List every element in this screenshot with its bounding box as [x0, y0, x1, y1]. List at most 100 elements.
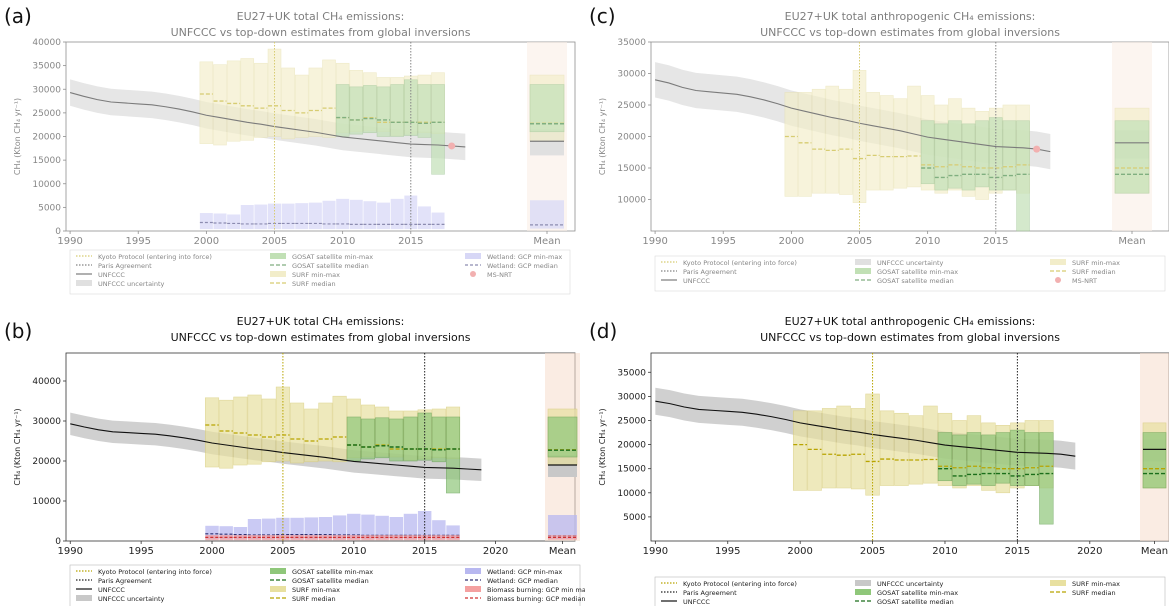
gosat-min-max-bar [445, 416, 461, 494]
wetland-min-max-bar [403, 513, 418, 540]
legend-label: GOSAT satellite min-max [877, 268, 958, 276]
panel-letter: (a) [4, 4, 32, 28]
y-axis-label: CH₄ (Kton CH₄ yr⁻¹) [13, 98, 22, 175]
surf-min-max-bar [850, 408, 866, 490]
legend-label: UNFCCC uncertainty [98, 595, 165, 603]
chart-a: 0 5000 10000 15000 20000 25000 30000 35000 40000… [13, 10, 576, 295]
surf-min-max-bar [879, 95, 894, 191]
panel-d: (d) 5000 10000 15000 20000 25000 30000 35000 19… [585, 303, 1169, 610]
legend-label: Wetland: GCP median [487, 262, 558, 270]
surf-min-max-bar [376, 77, 391, 133]
legend-swatch [855, 580, 871, 586]
surf-min-max-bar [290, 402, 305, 464]
chart-title-line1: EU27+UK total anthropogenic CH₄ emission… [785, 315, 1036, 328]
wetland-min-max-bar [261, 518, 276, 540]
legend-swatch [855, 268, 871, 274]
gosat-min-max-bar [431, 84, 445, 175]
legend-label: GOSAT satellite median [877, 598, 954, 606]
mean-gosat-bar [1114, 120, 1150, 194]
surf-min-max-bar [261, 398, 276, 463]
legend-label: SURF median [1072, 268, 1116, 276]
gosat-min-max-bar [975, 120, 989, 188]
gosat-min-max-bar [937, 432, 953, 482]
mean-unfccc-uncertainty [530, 129, 564, 156]
chart-b: 0 10000 20000 30000 40000 1990 1995 2000 2005 201… [13, 315, 590, 610]
gosat-min-max-bar [390, 84, 404, 137]
gosat-min-max-bar [363, 85, 377, 134]
x-tick-label: 2000 [199, 546, 224, 557]
panel-b: (b) 0 10000 20000 30000 40000 1990 1995 2000 200… [0, 303, 590, 610]
wetland-min-max-bar [332, 515, 347, 540]
chart-title-line2: UNFCCC vs top-down estimates from global… [760, 26, 1060, 39]
wetland-min-max-bar [349, 199, 363, 230]
surf-min-max-bar [233, 396, 248, 466]
legend-swatch [465, 586, 481, 592]
legend-box [69, 249, 571, 295]
surf-min-max-bar [219, 399, 234, 469]
gosat-min-max-bar [920, 120, 935, 185]
x-tick-label: 2000 [194, 236, 219, 247]
y-tick-label: 30000 [32, 417, 61, 427]
legend-label: UNFCCC uncertainty [98, 280, 165, 288]
wetland-min-max-bar [322, 200, 336, 230]
chart-body: 5000 10000 15000 20000 25000 30000 35000 1990 19… [598, 315, 1169, 610]
legend-label: UNFCCC [98, 271, 125, 279]
gosat-min-max-bar [934, 123, 949, 191]
chart-title-line2: UNFCCC vs top-down estimates from global… [171, 331, 471, 344]
x-tick-label: 2015 [412, 546, 437, 557]
panel-c: (c) 10000 15000 20000 25000 30000 35000 1990 19… [585, 0, 1169, 303]
wetland-min-max-bar [254, 204, 268, 230]
legend-label: MS-NRT [1072, 277, 1097, 285]
mean-surf-bar [529, 74, 565, 142]
x-tick-label: 2010 [330, 236, 355, 247]
wetland-min-max-bar [347, 513, 361, 540]
legend-label: GOSAT satellite min-max [877, 589, 958, 597]
wetland-min-max-bar [361, 514, 375, 540]
x-tick-label: Mean [549, 546, 576, 557]
x-tick-label: 2000 [787, 546, 812, 557]
panel-a: (a) 0 5000 10000 15000 20000 25000 30000 35000 4… [0, 0, 585, 303]
x-tick-label: Mean [533, 236, 560, 247]
legend-label: UNFCCC uncertainty [877, 580, 944, 588]
x-tick-label: 2020 [1077, 546, 1102, 557]
gosat-min-max-bar [389, 418, 404, 462]
gosat-min-max-bar [981, 434, 996, 486]
y-tick-label: 15000 [32, 156, 61, 166]
y-tick-label: 20000 [617, 441, 646, 451]
legend-label: Biomass burning: GCP median [487, 595, 585, 603]
surf-min-max-bar [204, 397, 220, 468]
legend-label: Kyoto Protocol (entering into force) [683, 580, 797, 588]
surf-min-max-bar [318, 402, 333, 462]
wetland-min-max-bar [304, 517, 318, 540]
surf-min-max-bar [908, 415, 924, 485]
x-tick-label: 2005 [262, 236, 287, 247]
y-tick-label: 35000 [32, 62, 61, 72]
wetland-min-max-bar [377, 202, 391, 230]
gosat-min-max-bar [375, 417, 390, 459]
x-tick-label: 1995 [126, 236, 151, 247]
chart-title-line2: UNFCCC vs top-down estimates from global… [760, 331, 1060, 344]
legend-label: SURF min-max [292, 586, 340, 594]
legend-label: SURF median [292, 280, 336, 288]
y-tick-label: 5000 [38, 203, 61, 213]
y-tick-label: 25000 [617, 101, 646, 111]
surf-min-max-bar [839, 88, 853, 195]
legend-label: UNFCCC [98, 586, 125, 594]
chart-d: 5000 10000 15000 20000 25000 30000 35000 1990 19… [598, 315, 1169, 610]
legend-label: Kyoto Protocol (entering into force) [683, 259, 797, 267]
legend-swatch [1055, 277, 1061, 283]
unfccc-line [69, 92, 466, 148]
gosat-min-max-bar [1016, 120, 1030, 232]
legend-label: GOSAT satellite median [877, 277, 954, 285]
legend-swatch [1050, 259, 1066, 265]
chart-title-line1: EU27+UK total anthropogenic CH₄ emission… [785, 10, 1036, 23]
legend-label: Wetland: GCP min-max [487, 568, 562, 576]
gosat-min-max-bar [995, 432, 1011, 484]
y-tick-label: 40000 [32, 377, 61, 387]
x-tick-label: 1995 [711, 236, 736, 247]
surf-min-max-bar [792, 410, 808, 491]
legend-swatch [270, 586, 286, 592]
y-tick-label: 0 [55, 227, 61, 237]
legend-label: SURF median [292, 595, 336, 603]
wetland-min-max-bar [375, 515, 389, 540]
